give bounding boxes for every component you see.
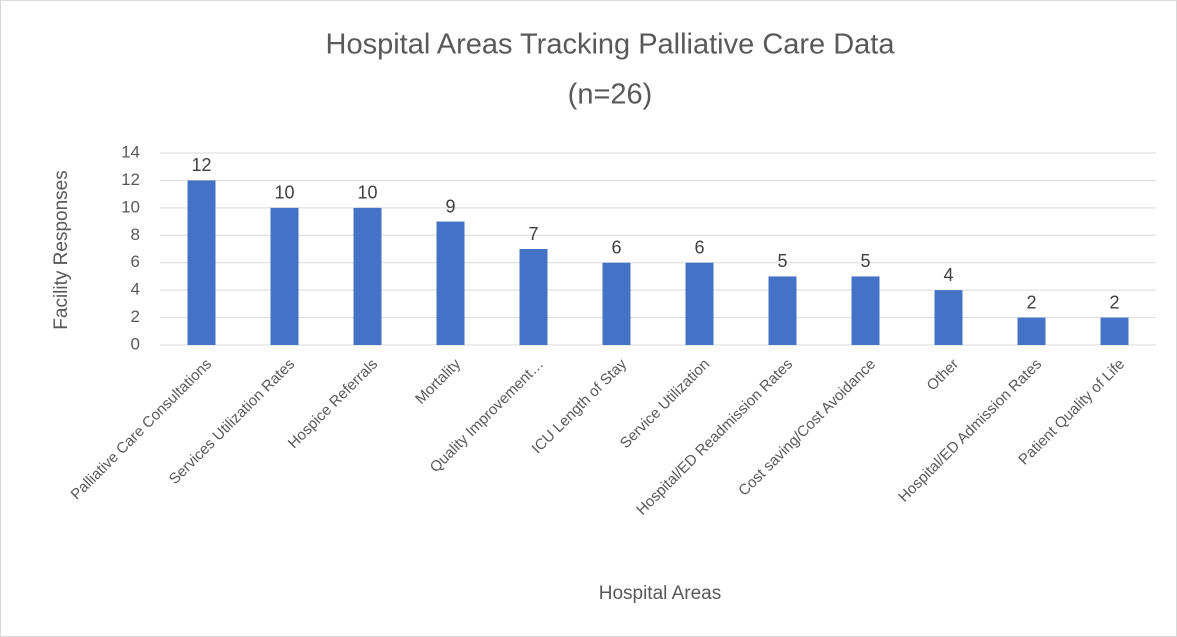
chart-subtitle: (n=26) bbox=[568, 79, 653, 111]
y-tick-label: 4 bbox=[131, 280, 140, 299]
data-label: 6 bbox=[694, 237, 704, 257]
bar bbox=[768, 276, 797, 345]
data-label: 2 bbox=[1026, 292, 1036, 312]
y-tick-label: 8 bbox=[131, 225, 140, 244]
data-label: 9 bbox=[445, 196, 455, 216]
data-label: 12 bbox=[191, 155, 211, 175]
data-label: 4 bbox=[943, 265, 953, 285]
data-label: 10 bbox=[357, 183, 377, 203]
y-tick-label: 0 bbox=[131, 334, 140, 353]
y-axis-label: Facility Responses bbox=[51, 170, 72, 329]
data-label: 7 bbox=[528, 224, 538, 244]
data-label: 6 bbox=[611, 237, 621, 257]
bar bbox=[353, 207, 382, 345]
data-label: 2 bbox=[1109, 292, 1119, 312]
bar bbox=[436, 221, 465, 345]
y-tick-label: 10 bbox=[121, 197, 140, 216]
bar bbox=[1100, 317, 1129, 345]
bar bbox=[934, 290, 963, 345]
data-label: 5 bbox=[860, 251, 870, 271]
y-tick-label: 2 bbox=[131, 307, 140, 326]
data-label: 5 bbox=[777, 251, 787, 271]
data-label: 10 bbox=[274, 183, 294, 203]
bar bbox=[685, 262, 714, 345]
y-tick-label: 6 bbox=[131, 252, 140, 271]
bar bbox=[851, 276, 880, 345]
y-tick-label: 12 bbox=[121, 170, 140, 189]
bar bbox=[602, 262, 631, 345]
chart-title: Hospital Areas Tracking Palliative Care … bbox=[326, 29, 896, 61]
bar bbox=[1017, 317, 1046, 345]
bar bbox=[270, 207, 299, 345]
y-tick-label: 14 bbox=[121, 142, 140, 161]
bar bbox=[519, 249, 548, 345]
bar bbox=[187, 180, 216, 345]
x-axis-label: Hospital Areas bbox=[599, 583, 722, 604]
